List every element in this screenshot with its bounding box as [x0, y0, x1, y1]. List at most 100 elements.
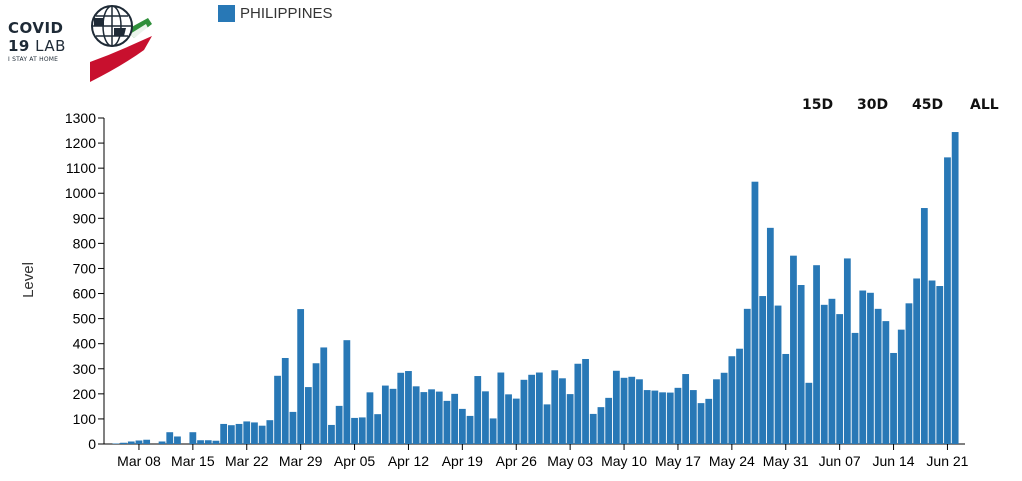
- bar[interactable]: [705, 398, 713, 444]
- bar[interactable]: [520, 379, 528, 444]
- bar[interactable]: [320, 347, 328, 444]
- bar[interactable]: [605, 397, 613, 444]
- bar[interactable]: [535, 372, 543, 444]
- bar[interactable]: [127, 441, 135, 444]
- bar[interactable]: [174, 436, 181, 444]
- bar[interactable]: [651, 390, 659, 444]
- bar[interactable]: [905, 303, 913, 444]
- bar[interactable]: [528, 374, 536, 444]
- bar[interactable]: [828, 298, 836, 444]
- bar[interactable]: [405, 371, 412, 444]
- bar[interactable]: [936, 286, 944, 444]
- bar[interactable]: [489, 418, 497, 444]
- chart-legend[interactable]: PHILIPPINES: [218, 4, 333, 22]
- bar[interactable]: [443, 400, 451, 444]
- bar[interactable]: [297, 309, 305, 444]
- bar[interactable]: [551, 370, 559, 444]
- bar[interactable]: [589, 413, 597, 444]
- bar[interactable]: [412, 386, 420, 444]
- range-all-button[interactable]: ALL: [970, 97, 999, 113]
- bar[interactable]: [212, 440, 220, 444]
- bar[interactable]: [505, 394, 512, 444]
- bar[interactable]: [643, 390, 651, 444]
- bar[interactable]: [874, 308, 882, 444]
- bar[interactable]: [582, 358, 589, 444]
- bar[interactable]: [689, 390, 697, 444]
- bar[interactable]: [374, 414, 382, 444]
- bar[interactable]: [743, 308, 751, 444]
- bar[interactable]: [351, 417, 358, 444]
- bar[interactable]: [813, 265, 820, 444]
- bar[interactable]: [335, 405, 343, 444]
- bar[interactable]: [474, 376, 482, 444]
- bar[interactable]: [158, 441, 166, 444]
- bar[interactable]: [189, 432, 197, 444]
- bar[interactable]: [620, 377, 628, 444]
- bar[interactable]: [166, 432, 174, 444]
- bar[interactable]: [890, 352, 897, 444]
- bar[interactable]: [482, 391, 489, 444]
- bar[interactable]: [851, 332, 859, 444]
- bar[interactable]: [458, 408, 466, 444]
- bar[interactable]: [782, 353, 790, 444]
- bar[interactable]: [574, 363, 582, 444]
- bar[interactable]: [274, 375, 281, 444]
- bar[interactable]: [759, 296, 767, 444]
- bar[interactable]: [497, 372, 505, 444]
- bar[interactable]: [720, 372, 728, 444]
- bar[interactable]: [713, 379, 720, 444]
- bar[interactable]: [951, 132, 959, 445]
- bar[interactable]: [289, 411, 297, 444]
- bar[interactable]: [358, 417, 366, 444]
- bar[interactable]: [543, 404, 551, 444]
- bar[interactable]: [235, 423, 243, 444]
- range-15d-button[interactable]: 15D: [802, 97, 834, 113]
- bar[interactable]: [343, 340, 351, 444]
- bar[interactable]: [397, 372, 405, 444]
- bar[interactable]: [428, 389, 435, 444]
- bar[interactable]: [628, 376, 636, 444]
- bar[interactable]: [251, 422, 258, 444]
- range-45d-button[interactable]: 45D: [912, 97, 944, 113]
- bar[interactable]: [920, 208, 928, 444]
- bar[interactable]: [666, 392, 674, 444]
- bar[interactable]: [597, 407, 605, 444]
- bar[interactable]: [736, 348, 743, 444]
- bar[interactable]: [366, 392, 374, 444]
- bar[interactable]: [381, 385, 389, 444]
- bar[interactable]: [120, 442, 127, 444]
- bar[interactable]: [435, 391, 443, 444]
- bar[interactable]: [220, 423, 228, 444]
- bar[interactable]: [281, 357, 289, 444]
- bar[interactable]: [659, 392, 666, 444]
- bar[interactable]: [304, 387, 312, 444]
- bar[interactable]: [697, 403, 705, 444]
- bar[interactable]: [728, 356, 736, 444]
- bar[interactable]: [766, 227, 774, 444]
- bar[interactable]: [928, 280, 936, 445]
- bar[interactable]: [135, 440, 143, 444]
- bar[interactable]: [820, 304, 828, 444]
- bar[interactable]: [566, 394, 574, 444]
- bar[interactable]: [867, 292, 874, 444]
- bar[interactable]: [944, 157, 951, 444]
- bar[interactable]: [674, 387, 682, 444]
- bar[interactable]: [258, 425, 266, 444]
- bar[interactable]: [682, 374, 690, 444]
- bar[interactable]: [466, 415, 474, 444]
- bar[interactable]: [512, 398, 520, 444]
- bar[interactable]: [836, 314, 844, 444]
- bar[interactable]: [204, 440, 212, 444]
- bar[interactable]: [112, 443, 120, 445]
- bar[interactable]: [797, 285, 805, 444]
- bar[interactable]: [312, 363, 320, 444]
- bar[interactable]: [451, 393, 459, 444]
- bar[interactable]: [612, 370, 620, 444]
- bar[interactable]: [805, 382, 813, 444]
- bar[interactable]: [420, 392, 428, 444]
- range-30d-button[interactable]: 30D: [857, 97, 889, 113]
- bar[interactable]: [243, 421, 251, 444]
- bar[interactable]: [389, 388, 397, 444]
- bar[interactable]: [859, 290, 867, 444]
- bar[interactable]: [843, 258, 851, 444]
